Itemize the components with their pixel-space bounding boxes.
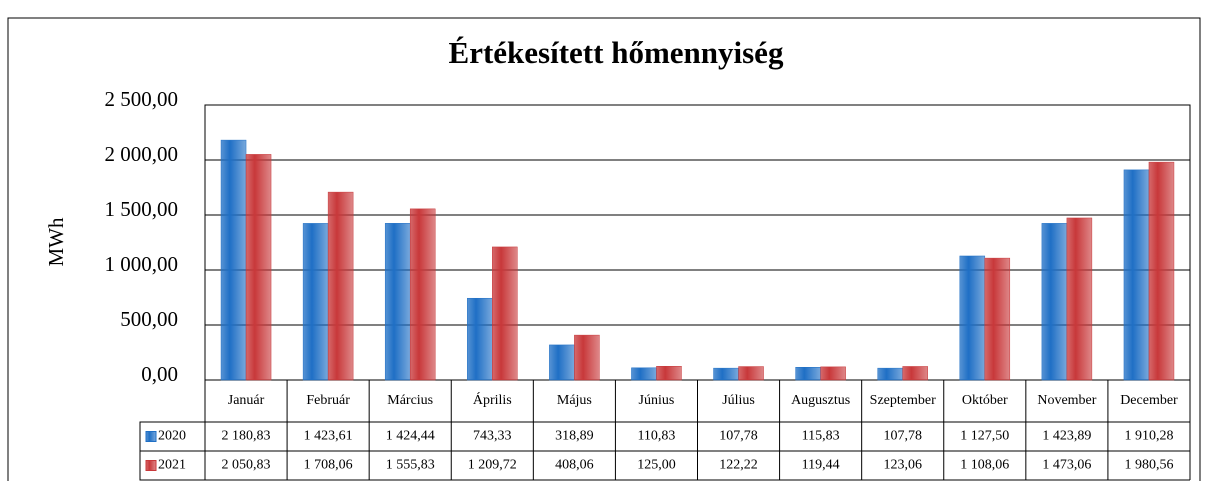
y-tick-label: 500,00 xyxy=(120,307,178,331)
bar xyxy=(1041,223,1068,381)
bar xyxy=(1123,169,1150,381)
bar xyxy=(220,139,247,381)
data-table-value: 1 423,89 xyxy=(1042,429,1091,444)
legend-label: 2020 xyxy=(158,429,186,444)
x-tick-label: Február xyxy=(306,393,350,408)
y-tick-label: 0,00 xyxy=(141,362,178,386)
data-table-value: 107,78 xyxy=(883,429,922,444)
data-table-value: 125,00 xyxy=(637,458,676,473)
chart-title: Értékesített hőmennyiség xyxy=(449,35,784,70)
bar xyxy=(738,366,764,381)
x-tick-label: Október xyxy=(962,393,1008,408)
data-table-value: 110,83 xyxy=(637,429,675,444)
x-tick-label: Április xyxy=(473,391,512,408)
data-table-value: 1 708,06 xyxy=(304,458,353,473)
data-table-value: 743,33 xyxy=(473,429,512,444)
legend-swatch xyxy=(145,460,157,471)
bar xyxy=(467,297,493,381)
x-tick-label: Július xyxy=(722,393,755,408)
x-tick-label: Szeptember xyxy=(870,393,936,408)
y-tick-label: 1 000,00 xyxy=(105,252,179,276)
bar xyxy=(656,366,682,381)
bar xyxy=(902,366,928,381)
data-table-value: 115,83 xyxy=(802,429,840,444)
bar xyxy=(1066,217,1093,381)
data-table-value: 1 127,50 xyxy=(960,429,1009,444)
x-tick-label: November xyxy=(1037,393,1096,408)
bar xyxy=(713,367,739,381)
x-tick-label: Június xyxy=(639,393,675,408)
bar xyxy=(574,334,600,381)
data-table-value: 119,44 xyxy=(802,458,840,473)
data-table-value: 2 050,83 xyxy=(222,458,271,473)
x-tick-label: Augusztus xyxy=(791,393,850,408)
data-table-value: 1 108,06 xyxy=(960,458,1009,473)
bar xyxy=(327,191,354,381)
data-table-value: 123,06 xyxy=(883,458,922,473)
bar xyxy=(631,367,657,381)
data-table-value: 122,22 xyxy=(719,458,758,473)
bar xyxy=(820,366,846,381)
x-tick-label: Május xyxy=(557,393,592,408)
legend-swatch xyxy=(145,431,157,442)
data-table-value: 1 423,61 xyxy=(304,429,353,444)
bar xyxy=(1148,161,1175,381)
y-tick-label: 1 500,00 xyxy=(105,197,179,221)
bar xyxy=(549,344,575,381)
data-table-value: 318,89 xyxy=(555,429,594,444)
data-table-value: 1 910,28 xyxy=(1124,429,1173,444)
data-table-value: 107,78 xyxy=(719,429,758,444)
y-axis-label: MWh xyxy=(44,217,68,266)
data-table-value: 1 555,83 xyxy=(386,458,435,473)
bar xyxy=(245,154,272,381)
data-table-value: 408,06 xyxy=(555,458,594,473)
y-tick-label: 2 000,00 xyxy=(105,142,179,166)
bar xyxy=(409,208,436,381)
bar xyxy=(302,223,329,381)
x-tick-label: December xyxy=(1120,393,1178,408)
x-tick-label: Március xyxy=(387,393,433,408)
bar xyxy=(877,367,903,381)
bar xyxy=(984,257,1011,381)
bar xyxy=(959,255,986,381)
y-tick-label: 2 500,00 xyxy=(105,87,179,111)
data-table-value: 2 180,83 xyxy=(222,429,271,444)
bar xyxy=(384,223,411,381)
legend-label: 2021 xyxy=(158,458,186,473)
data-table-value: 1 424,44 xyxy=(386,429,435,444)
data-table-value: 1 209,72 xyxy=(468,458,517,473)
chart-frame xyxy=(7,17,1201,481)
x-tick-label: Január xyxy=(228,393,265,408)
data-table-value: 1 473,06 xyxy=(1042,458,1091,473)
bar xyxy=(492,246,518,381)
data-table-value: 1 980,56 xyxy=(1124,458,1173,473)
bar xyxy=(795,367,821,381)
